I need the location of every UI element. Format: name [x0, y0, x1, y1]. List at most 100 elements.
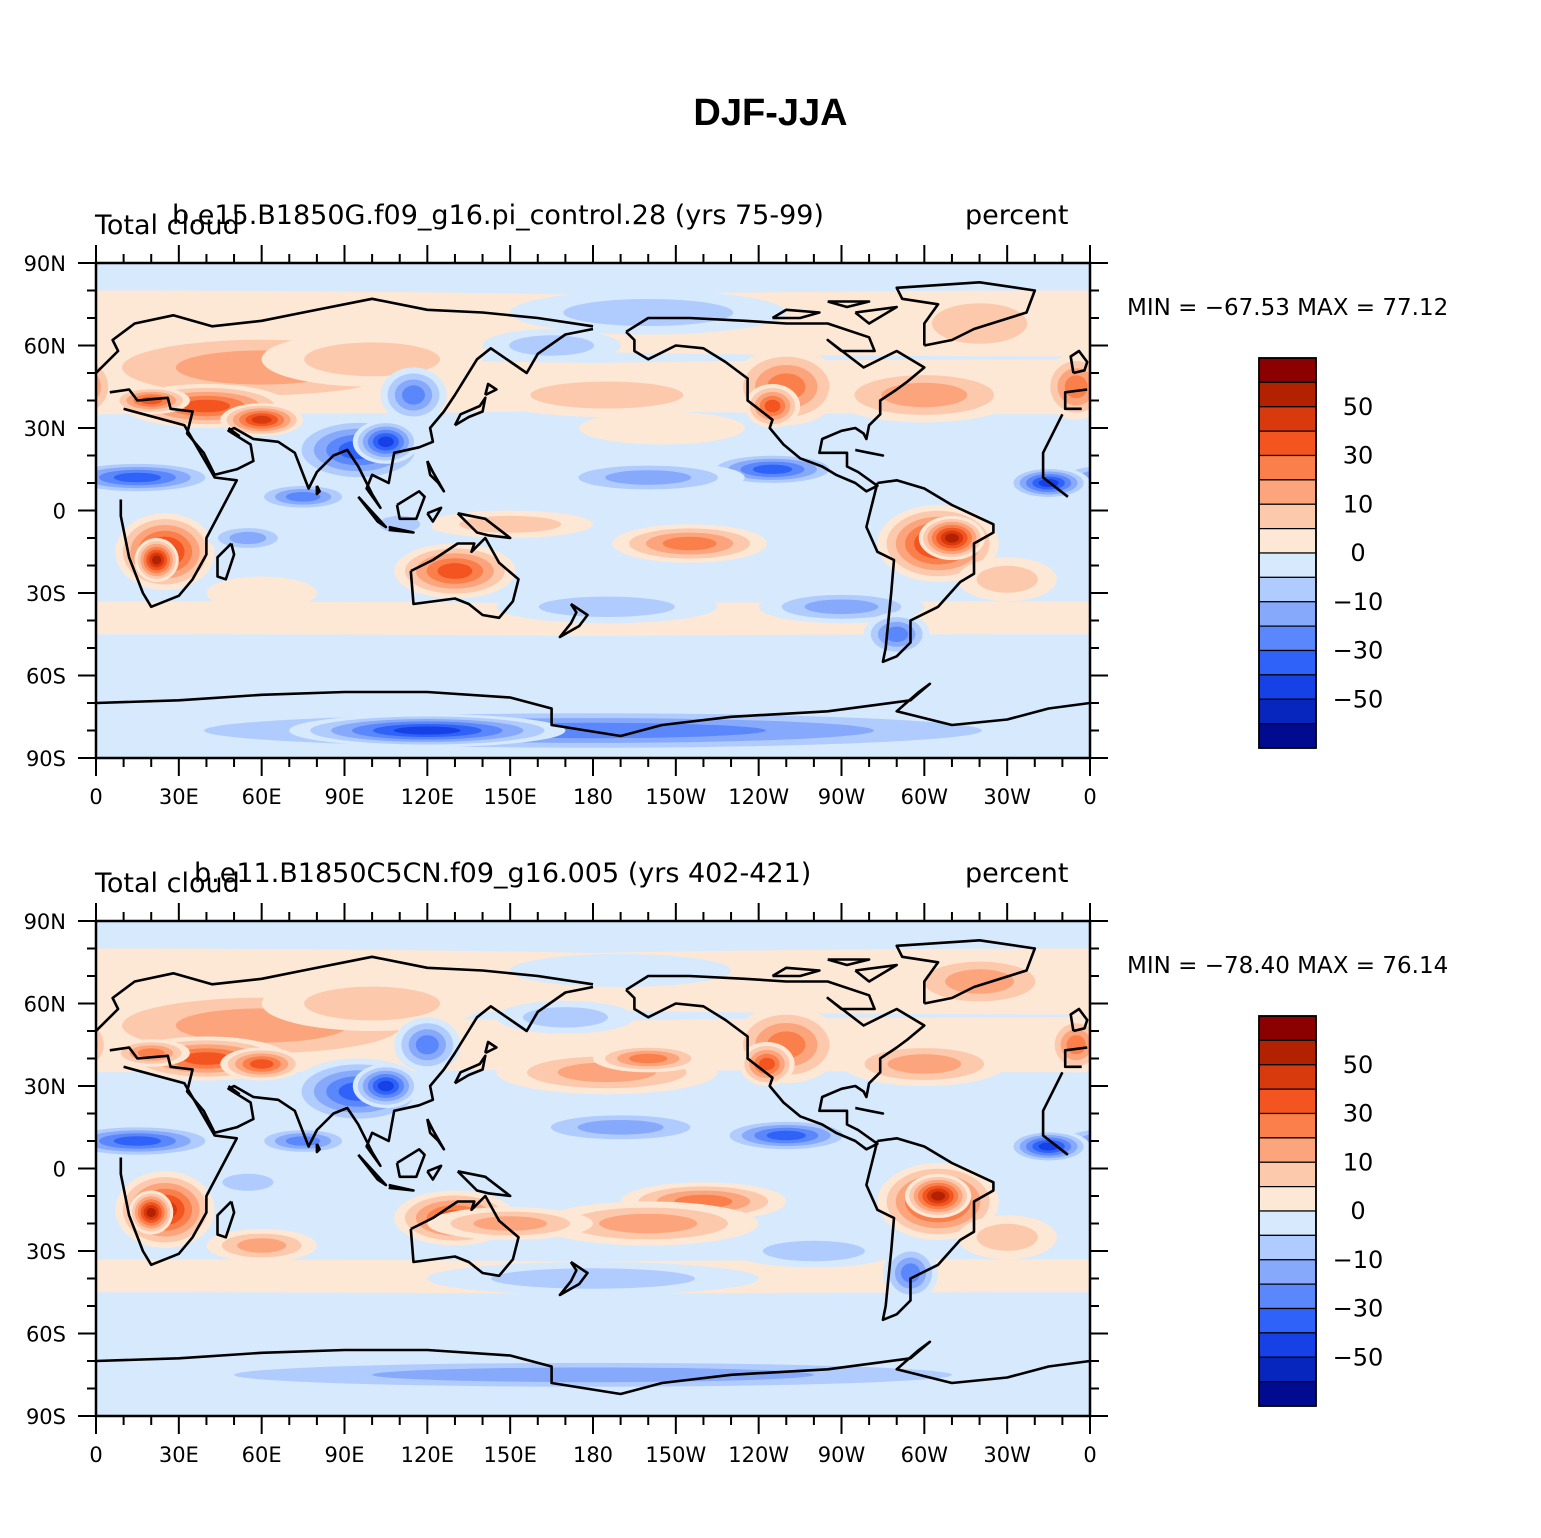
min-max-label: MIN = −67.53 MAX = 77.12 [1127, 295, 1449, 321]
coastline [484, 1040, 498, 1055]
coastlines [96, 939, 1090, 1396]
colorbar-swatch [1258, 1112, 1317, 1139]
contour-region [0, 1358, 96, 1391]
lat-tick-label: 30N [24, 417, 66, 441]
lat-tick-label: 90S [26, 1405, 66, 1429]
colorbar-frame [1258, 357, 1317, 749]
colorbar-swatch [1258, 1210, 1317, 1236]
colorbar-swatch [1258, 479, 1317, 505]
coastline [395, 490, 426, 521]
contour-region [146, 1207, 156, 1218]
contour-region [113, 1136, 162, 1146]
coastline [388, 1183, 415, 1192]
lon-tick-label: 60E [242, 785, 282, 809]
coastline [865, 1137, 995, 1322]
colorbar-swatch [1258, 1234, 1317, 1261]
contour-field [0, 921, 1090, 1416]
coastlines [96, 281, 1090, 738]
contour-region [251, 415, 272, 424]
colorbar-swatch [1258, 1356, 1317, 1383]
lon-tick-label: 30W [983, 1443, 1031, 1467]
colorbar-label: 50 [1343, 393, 1374, 421]
lat-tick-label: 30S [26, 1240, 66, 1264]
lon-tick-label: 30W [983, 785, 1031, 809]
lon-tick-label: 30E [159, 1443, 199, 1467]
lat-tick-label: 60S [26, 1323, 66, 1347]
lat-tick-label: 0 [53, 500, 66, 524]
contour-region [473, 1216, 547, 1231]
lon-tick-label: 150W [645, 785, 706, 809]
contour-region [522, 1007, 608, 1028]
panel-units: percent [965, 858, 1069, 889]
colorbar-swatch [1258, 430, 1317, 457]
contour-region [976, 565, 1038, 593]
contour-region [931, 1191, 946, 1201]
lon-tick-label: 30E [159, 785, 199, 809]
coastline [426, 1118, 446, 1151]
panel-units: percent [965, 200, 1069, 231]
colorbar-swatch [1258, 674, 1317, 700]
colorbar-swatch [1258, 1088, 1317, 1115]
contour-region [1093, 470, 1170, 485]
contour-region [759, 1057, 775, 1071]
lon-tick-label: 90W [818, 1443, 866, 1467]
contour-region [1062, 347, 1090, 388]
lat-tick-label: 60N [24, 993, 66, 1017]
contour-region [285, 1136, 321, 1146]
coastline [388, 525, 415, 534]
contour-region [437, 563, 473, 579]
colorbar-swatch [1258, 503, 1317, 530]
contour-region [0, 634, 96, 662]
lon-tick-label: 180 [573, 1443, 613, 1467]
coastline [426, 506, 443, 523]
coastline [456, 1170, 512, 1198]
coastline [895, 939, 1037, 1005]
axis-ticks [78, 245, 1108, 776]
contour-region [0, 1292, 96, 1320]
contour-region [96, 1037, 98, 1053]
contour-region [662, 536, 717, 551]
map-panel-1: Total cloud b.e15.B1850G.f09_g16.pi_cont… [0, 180, 1541, 820]
coastline [453, 1054, 487, 1085]
colorbar-label: 0 [1350, 539, 1365, 567]
contour-region [766, 1130, 806, 1141]
contour-region [885, 626, 909, 642]
contour-field [0, 263, 1170, 758]
contour-region [71, 375, 94, 398]
colorbar-label: −10 [1333, 588, 1384, 616]
colorbar-swatch [1258, 454, 1317, 481]
lon-tick-label: 60E [242, 1443, 282, 1467]
colorbar-label: −50 [1333, 1343, 1384, 1371]
lon-tick-label: 0 [1083, 1443, 1096, 1467]
colorbar-swatch [1258, 723, 1317, 749]
lat-tick-label: 90N [24, 252, 66, 276]
figure-title: DJF-JJA [693, 92, 848, 134]
colorbar-swatch [1258, 528, 1317, 554]
colorbar-swatch [1258, 357, 1317, 383]
coastline [227, 1084, 241, 1096]
colorbar-swatch [1258, 576, 1317, 603]
colorbar-swatch [1258, 552, 1317, 578]
contour-region [932, 303, 1028, 344]
contour-region [13, 467, 96, 500]
colorbar-swatch [1258, 1064, 1317, 1090]
colorbar-label: 30 [1343, 442, 1374, 470]
colorbar: 50 30 10 0 −10 −30 −50 [1258, 357, 1384, 749]
contour-region [377, 1080, 394, 1092]
contour-region [96, 1303, 1090, 1337]
axis-ticks [78, 903, 1108, 1434]
coastline [453, 396, 487, 427]
lon-tick-label: 0 [89, 1443, 102, 1467]
colorbar-swatch [1258, 1039, 1317, 1066]
lon-tick-label: 150W [645, 1443, 706, 1467]
contour-region [96, 1028, 104, 1062]
coastline [119, 1065, 1069, 1267]
contour-region [152, 555, 162, 565]
coastline [854, 305, 898, 325]
contour-region [249, 1059, 274, 1069]
coastline [895, 281, 1037, 347]
lon-tick-label: 60W [901, 1443, 949, 1467]
contour-region [96, 653, 1090, 698]
contour-region [96, 364, 109, 409]
contour-region [1078, 470, 1090, 485]
